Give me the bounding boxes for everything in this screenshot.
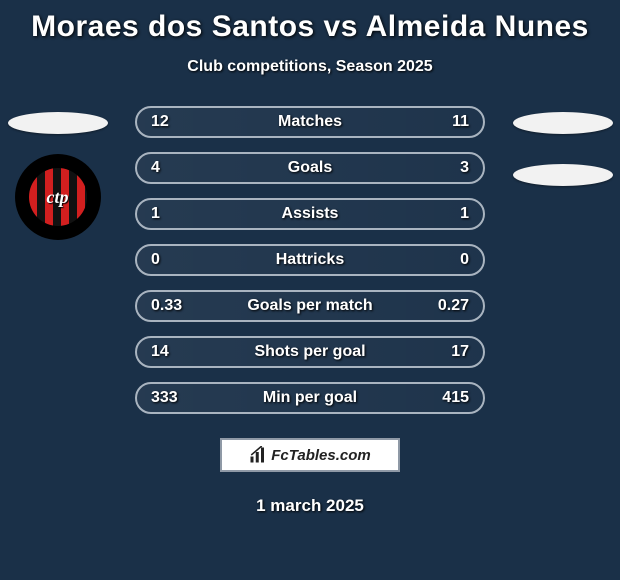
stat-right-value: 415 [442,389,469,407]
stat-left-value: 333 [151,389,178,407]
right-club-crest-placeholder [513,164,613,186]
stat-row: 333Min per goal415 [135,382,485,414]
stats-table: 12Matches114Goals31Assists10Hattricks00.… [135,106,485,414]
stat-row: 12Matches11 [135,106,485,138]
stat-row: 0Hattricks0 [135,244,485,276]
stat-left-value: 0 [151,251,160,269]
stat-left-value: 0.33 [151,297,182,315]
stat-left-value: 14 [151,343,169,361]
stat-left-value: 1 [151,205,160,223]
stat-right-value: 0.27 [438,297,469,315]
right-player-photo-placeholder [513,112,613,134]
stat-right-value: 0 [460,251,469,269]
page-subtitle: Club competitions, Season 2025 [0,58,620,76]
stat-row: 14Shots per goal17 [135,336,485,368]
stat-label: Goals per match [137,297,483,315]
right-player-column [505,106,620,186]
stat-right-value: 17 [451,343,469,361]
stat-left-value: 4 [151,159,160,177]
comparison-content: ctp 12Matches114Goals31Assists10Hattrick… [0,106,620,516]
footer-date: 1 march 2025 [0,496,620,516]
stat-label: Matches [137,113,483,131]
stat-right-value: 11 [452,113,469,131]
stat-label: Hattricks [137,251,483,269]
left-player-column: ctp [0,106,115,240]
stat-row: 1Assists1 [135,198,485,230]
left-club-initials: ctp [47,187,69,208]
stat-row: 4Goals3 [135,152,485,184]
stat-label: Assists [137,205,483,223]
brand-box: FcTables.com [220,438,400,472]
stat-label: Min per goal [137,389,483,407]
left-club-crest-inner: ctp [29,168,87,226]
stat-right-value: 1 [460,205,469,223]
stat-label: Shots per goal [137,343,483,361]
brand-text: FcTables.com [271,447,370,464]
stat-right-value: 3 [460,159,469,177]
bar-chart-icon [249,446,267,464]
stat-row: 0.33Goals per match0.27 [135,290,485,322]
left-club-crest: ctp [15,154,101,240]
stat-label: Goals [137,159,483,177]
left-player-photo-placeholder [8,112,108,134]
stat-left-value: 12 [151,113,169,131]
page-title: Moraes dos Santos vs Almeida Nunes [0,0,620,44]
